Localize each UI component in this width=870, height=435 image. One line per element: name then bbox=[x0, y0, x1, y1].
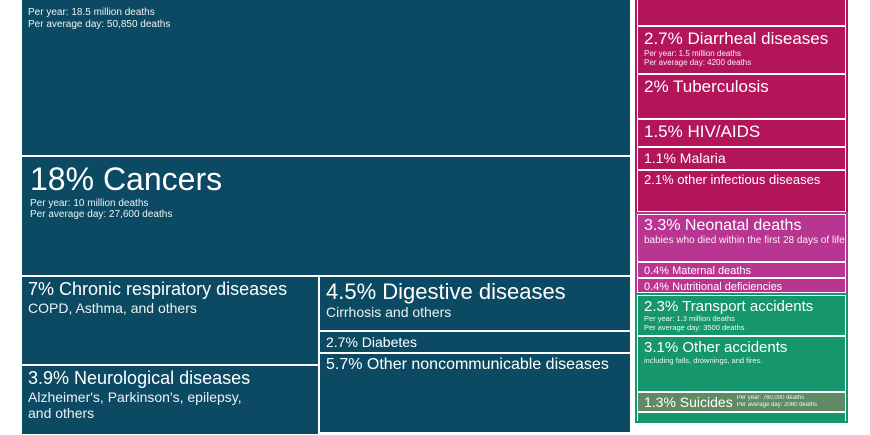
cell-detail: Per year: 10 million deaths bbox=[30, 197, 149, 209]
cell-title: 1.5% HIV/AIDS bbox=[644, 122, 761, 141]
cell-title: 18% Cancers bbox=[30, 161, 223, 197]
treemap-cell-respiratory: 7% Chronic respiratory diseases COPD, Ast… bbox=[21, 276, 319, 365]
cell-subtitle: Cirrhosis and others bbox=[326, 304, 452, 321]
cell-detail: Per average day: 2080 deaths bbox=[736, 402, 818, 408]
cell-detail: Per year: 1.3 million deaths bbox=[644, 314, 735, 324]
cell-detail: Per average day: 3500 deaths bbox=[644, 322, 745, 332]
cell-title: 5.7% Other noncommunicable diseases bbox=[326, 356, 609, 373]
cell-detail: Per year: 760,000 deaths bbox=[736, 395, 805, 402]
treemap-cell-other-inf: 2.1% other infectious diseases bbox=[637, 170, 846, 212]
cell-title: 3.3% Neonatal deaths bbox=[644, 217, 802, 234]
cell-title: 2% Tuberculosis bbox=[644, 77, 769, 96]
treemap-cell-neuro: 3.9% Neurological diseases Alzheimer's, P… bbox=[21, 365, 319, 435]
suicides-detail-block: Per year: 760,000 deaths Per average day:… bbox=[737, 395, 817, 409]
cell-title: 3.1% Other accidents bbox=[644, 339, 788, 356]
cell-subtitle: babies who died within the first 28 days… bbox=[644, 235, 845, 247]
cell-detail: Per average day: 50,850 deaths bbox=[28, 18, 171, 30]
cell-detail: Per year: 18.5 million deaths bbox=[28, 7, 155, 18]
cell-subtitle: COPD, Asthma, and others bbox=[28, 299, 197, 316]
treemap-cell-diarrheal: 2.7% Diarrheal diseases Per year: 1.5 mil… bbox=[637, 26, 846, 74]
cell-title: 2.1% other infectious diseases bbox=[644, 172, 821, 187]
cell-detail: Per average day: 27,600 deaths bbox=[30, 209, 173, 221]
cell-subtitle: and others bbox=[28, 405, 95, 422]
treemap-cell-digestive: 4.5% Digestive diseases Cirrhosis and oth… bbox=[319, 276, 631, 331]
treemap-cell-malaria: 1.1% Malaria bbox=[637, 147, 846, 170]
treemap-cell-hiv: 1.5% HIV/AIDS bbox=[637, 119, 846, 147]
treemap-cell-transport: 2.3% Transport accidents Per year: 1.3 mi… bbox=[637, 295, 846, 336]
cell-title: 4.5% Digestive diseases bbox=[326, 279, 566, 304]
treemap-cell-cancers: 18% Cancers Per year: 10 million deaths Pe… bbox=[21, 156, 631, 276]
cell-subtitle: Alzheimer's, Parkinson's, epilepsy, bbox=[28, 388, 242, 405]
treemap-cell-other-acc: 3.1% Other accidents including falls, dro… bbox=[637, 336, 846, 392]
treemap-chart: Per year: 18.5 million deaths Per average… bbox=[21, 0, 848, 435]
treemap-cell-cardio: Per year: 18.5 million deaths Per average… bbox=[21, 0, 631, 156]
cell-subtitle: including falls, drownings, and fires. bbox=[644, 356, 763, 366]
cell-title: 3.9% Neurological diseases bbox=[28, 368, 251, 388]
treemap-cell-maternal: 0.4% Maternal deaths bbox=[637, 262, 846, 278]
treemap-cell-other-ncd: 5.7% Other noncommunicable diseases bbox=[319, 353, 631, 433]
cell-title: 1.1% Malaria bbox=[644, 150, 726, 166]
treemap-cell-neonatal: 3.3% Neonatal deaths babies who died with… bbox=[637, 214, 846, 262]
treemap-cell-nutritional: 0.4% Nutritional deficiencies bbox=[637, 278, 846, 293]
cell-title: 2.7% Diabetes bbox=[326, 334, 418, 350]
treemap-cell-tb: 2% Tuberculosis bbox=[637, 74, 846, 119]
treemap-cell-bottom-injury bbox=[637, 412, 846, 422]
cell-title: 0.4% Nutritional deficiencies bbox=[644, 281, 783, 293]
treemap-cell-suicides: 1.3% Suicides Per year: 760,000 deaths Per… bbox=[637, 392, 846, 412]
cell-title: 0.4% Maternal deaths bbox=[644, 265, 752, 277]
cell-detail: Per year: 1.5 million deaths bbox=[644, 48, 741, 58]
cell-title: 1.3% Suicides bbox=[644, 393, 733, 410]
cell-detail: Per average day: 4200 deaths bbox=[644, 57, 752, 67]
cell-title: 7% Chronic respiratory diseases bbox=[28, 279, 288, 299]
treemap-cell-diabetes: 2.7% Diabetes bbox=[319, 331, 631, 353]
cell-title: 2.3% Transport accidents bbox=[644, 298, 814, 315]
treemap-cell-top-infectious bbox=[637, 0, 846, 26]
cell-title: 2.7% Diarrheal diseases bbox=[644, 29, 829, 48]
